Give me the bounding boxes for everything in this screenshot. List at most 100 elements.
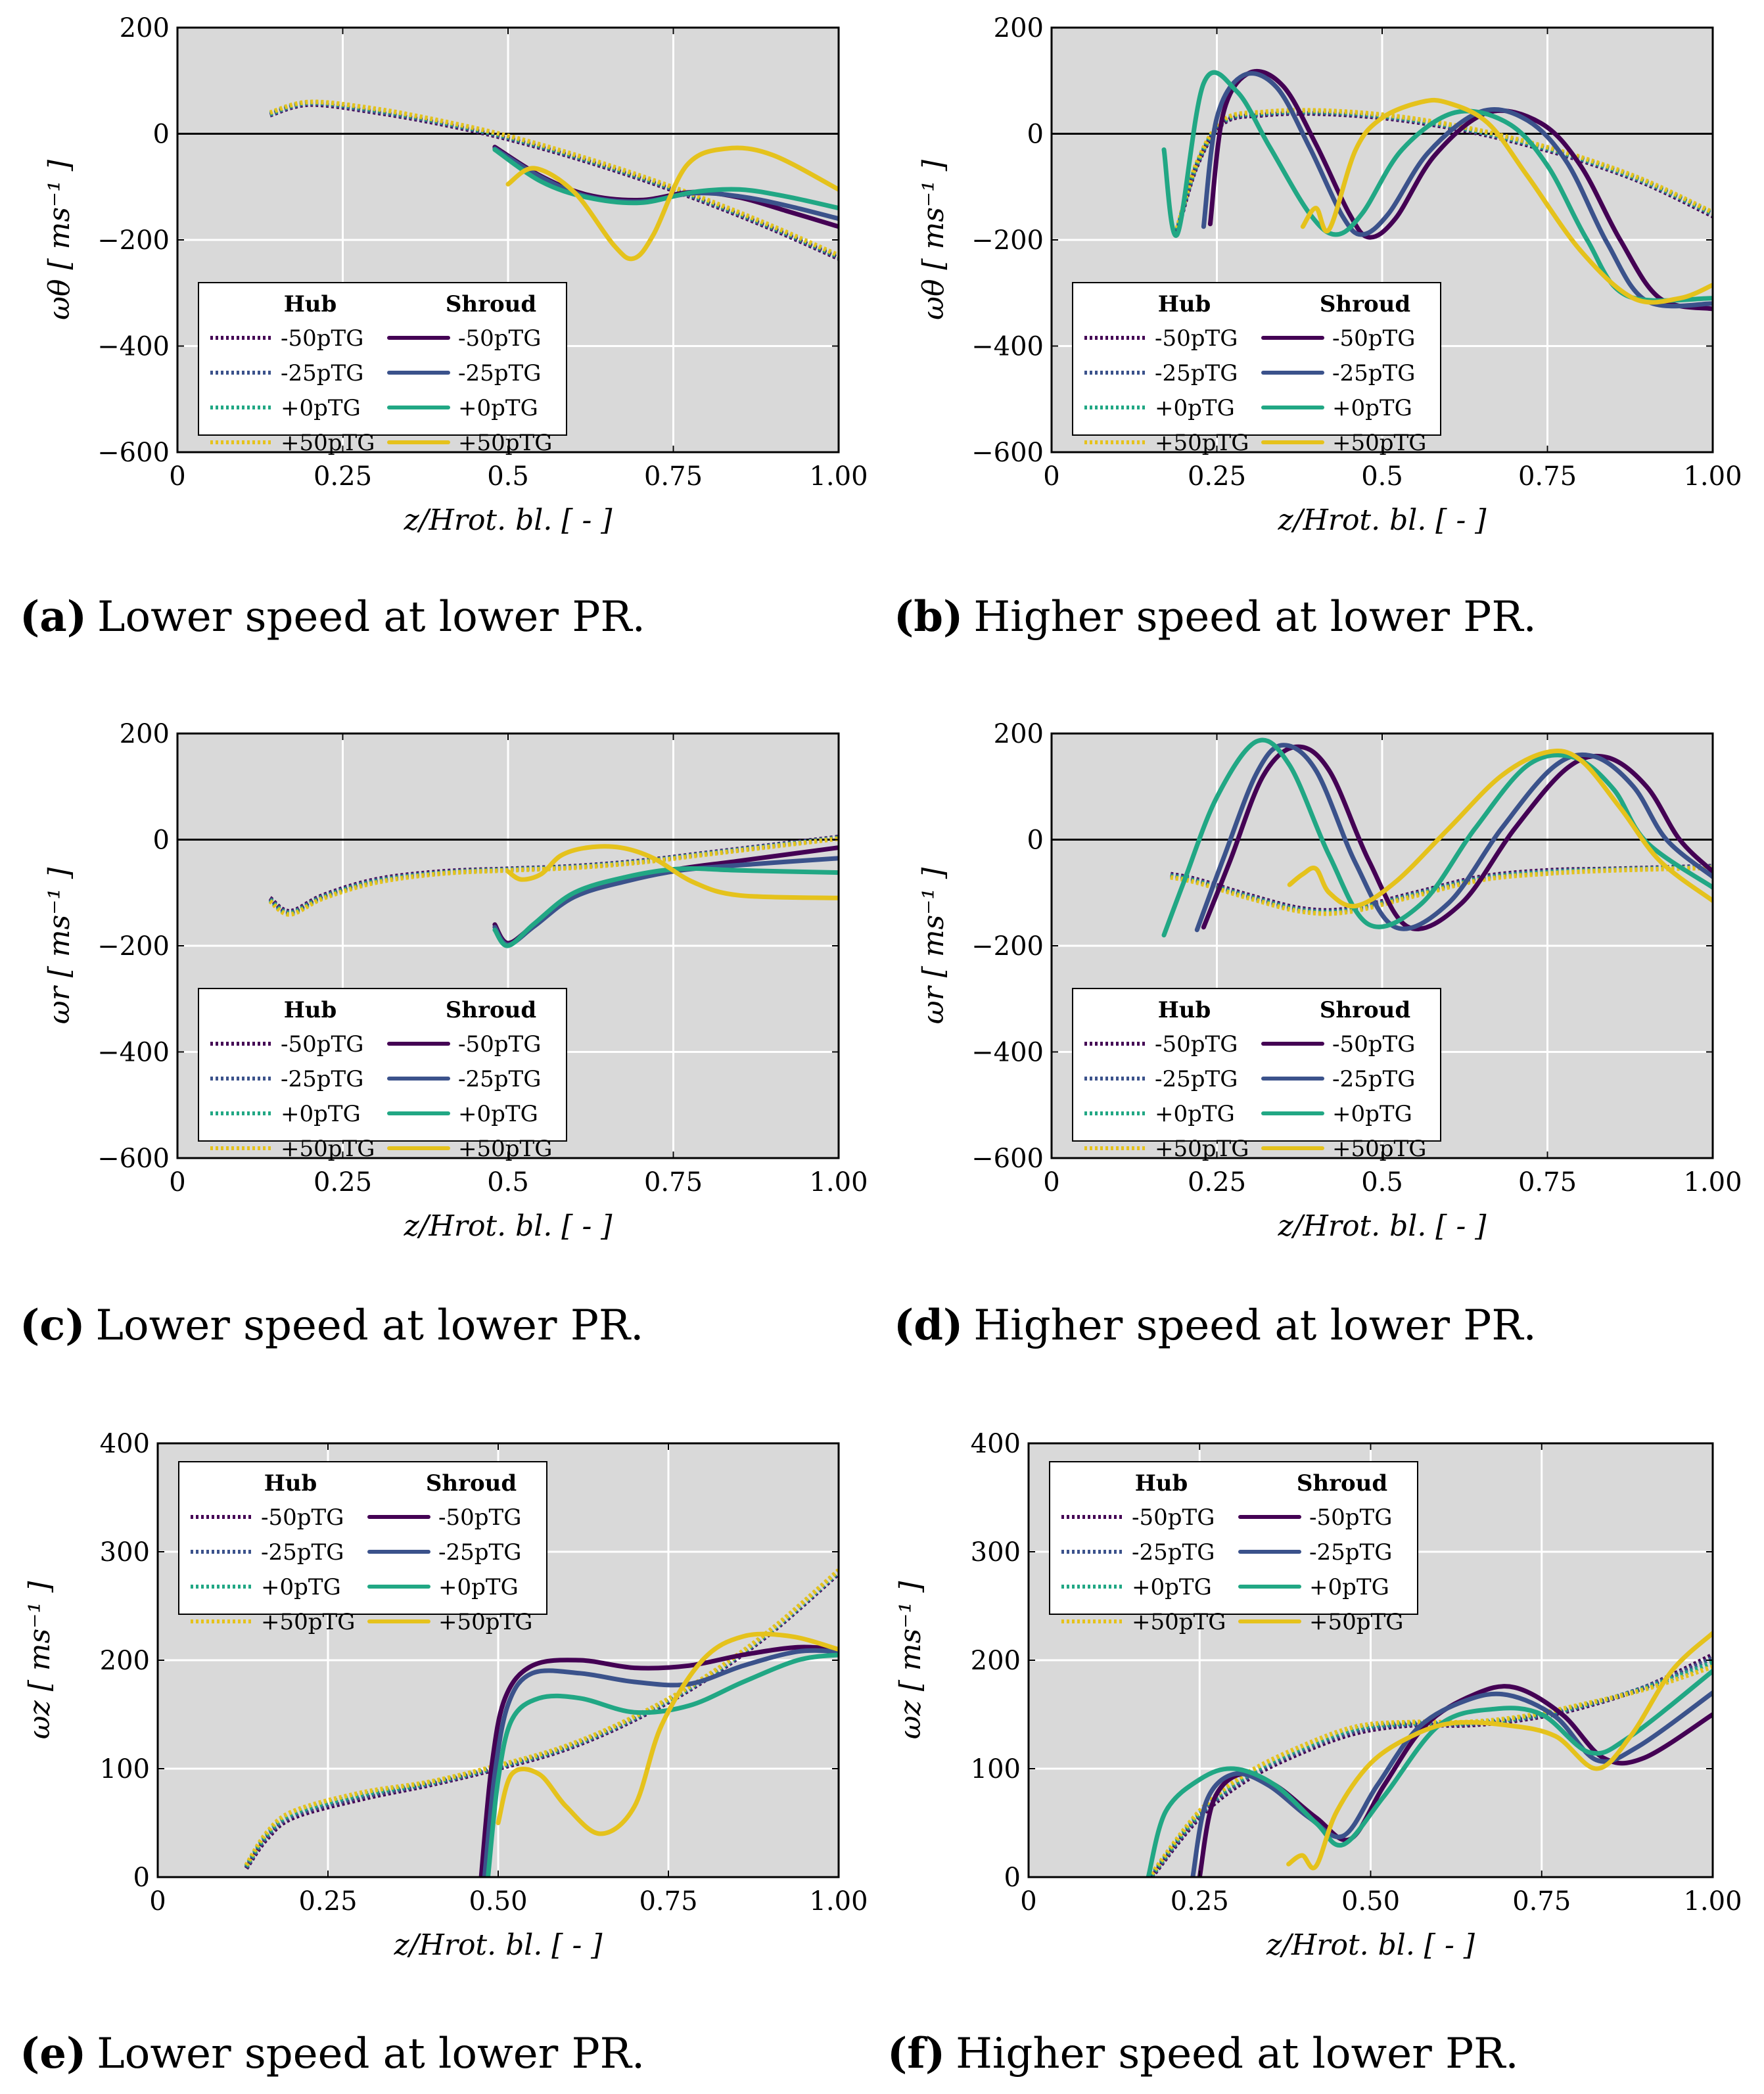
y-tick-label: 100 bbox=[100, 1754, 150, 1784]
y-tick-label: 0 bbox=[153, 120, 170, 150]
x-tick-label: 0 bbox=[169, 1167, 185, 1198]
x-tick-label: 0 bbox=[1043, 461, 1059, 492]
legend-entry-shroud: -25pTG bbox=[438, 1539, 521, 1566]
panel-caption: (f) Higher speed at lower PR. bbox=[887, 2029, 1519, 2078]
x-tick-label: 0.50 bbox=[469, 1886, 527, 1917]
y-tick-label: 0 bbox=[133, 1863, 150, 1893]
y-tick-label: 400 bbox=[971, 1429, 1021, 1459]
y-axis-label: ωθ [ ms⁻¹ ] bbox=[43, 159, 76, 320]
legend-entry-hub: -25pTG bbox=[281, 1066, 363, 1092]
legend-box bbox=[1072, 988, 1441, 1142]
x-tick-label: 0.5 bbox=[487, 461, 529, 492]
y-axis-label: ωr [ ms⁻¹ ] bbox=[43, 867, 76, 1024]
legend-entry-shroud: +0pTG bbox=[1309, 1574, 1389, 1600]
legend-entry-hub: -50pTG bbox=[281, 1031, 363, 1058]
x-tick-label: 1.00 bbox=[1683, 1886, 1742, 1917]
x-tick-label: 0.50 bbox=[1341, 1886, 1400, 1917]
legend-entry-shroud: +0pTG bbox=[458, 395, 538, 421]
series-line-shroud-25ptg bbox=[1201, 71, 1713, 309]
x-tick-label: 0.25 bbox=[313, 461, 372, 492]
legend-entry-hub: -50pTG bbox=[281, 325, 363, 352]
x-axis-label: z/Hrot. bl. [ - ] bbox=[394, 1928, 603, 1962]
x-tick-label: 1.00 bbox=[809, 461, 868, 492]
legend-entry-shroud: +50pTG bbox=[1332, 430, 1426, 456]
y-tick-label: 0 bbox=[1027, 120, 1044, 150]
y-tick-label: 200 bbox=[100, 1646, 150, 1676]
panel-caption-text: Higher speed at lower PR. bbox=[973, 1301, 1537, 1350]
legend-entry-shroud: -25pTG bbox=[458, 1066, 541, 1092]
legend: Hub Shroud -50pTG -50pTG -25pTG -25pTG +0pTG +0… bbox=[178, 1461, 547, 1635]
legend-entry-shroud: -25pTG bbox=[458, 360, 541, 386]
legend-entry-hub: +0pTG bbox=[281, 395, 361, 421]
x-tick-label: 0.75 bbox=[1512, 1886, 1571, 1917]
series-line-shroud-0ptg bbox=[492, 866, 839, 948]
legend-header-shroud: Shroud bbox=[446, 291, 536, 317]
series-group bbox=[268, 835, 839, 948]
y-tick-label: −200 bbox=[97, 931, 170, 962]
legend-entry-hub: +0pTG bbox=[261, 1574, 341, 1600]
legend: Hub Shroud -50pTG -50pTG -25pTG -25pTG +0pTG +0… bbox=[198, 282, 567, 456]
legend-header-shroud: Shroud bbox=[426, 1470, 517, 1497]
series-group bbox=[269, 99, 839, 262]
legend: Hub Shroud -50pTG -50pTG -25pTG -25pTG +0pTG +0… bbox=[198, 988, 567, 1162]
panel-caption-text: Lower speed at lower PR. bbox=[96, 1301, 644, 1350]
legend-header-hub: Hub bbox=[1158, 997, 1211, 1023]
chart-panel-d: 0 0.25 0.5 0.75 1.00 −600 −400 −200 0 200 z/Hrot. … bbox=[894, 719, 1742, 1350]
series-line-hub-50ptg bbox=[1174, 108, 1713, 229]
y-tick-label: −600 bbox=[971, 1144, 1044, 1174]
legend: Hub Shroud -50pTG -50pTG -25pTG -25pTG +0pTG +0… bbox=[1049, 1461, 1418, 1635]
series-line-shroud-25ptg bbox=[482, 1648, 839, 1877]
x-tick-label: 0.25 bbox=[298, 1886, 357, 1917]
series-line-shroud-0ptg bbox=[1161, 737, 1713, 938]
panel-caption-label: (b) bbox=[894, 592, 963, 641]
series-line-shroud-25ptg bbox=[1194, 743, 1713, 933]
legend-header-hub: Hub bbox=[284, 291, 337, 317]
panel-caption-label: (a) bbox=[20, 592, 87, 641]
series-line-shroud-50ptg bbox=[1300, 97, 1713, 305]
x-axis-label: z/Hrot. bl. [ - ] bbox=[1278, 503, 1487, 537]
series-group bbox=[1146, 1631, 1713, 1877]
legend-entry-shroud: +0pTG bbox=[438, 1574, 519, 1600]
series-line-shroud-0ptg bbox=[492, 147, 839, 211]
legend-entry-hub: +0pTG bbox=[1155, 395, 1235, 421]
x-tick-label: 0 bbox=[149, 1886, 166, 1917]
legend-entry-hub: -25pTG bbox=[1132, 1539, 1215, 1566]
x-tick-label: 0.75 bbox=[644, 461, 703, 492]
y-tick-label: 200 bbox=[971, 1646, 1021, 1676]
y-axis-label: ωz [ ms⁻¹ ] bbox=[894, 1581, 927, 1739]
series-line-shroud-50ptg bbox=[505, 145, 839, 262]
legend-entry-hub: +50pTG bbox=[281, 430, 375, 456]
x-tick-label: 0.75 bbox=[1518, 461, 1577, 492]
panel-caption-text: Higher speed at lower PR. bbox=[973, 593, 1537, 641]
legend-entry-shroud: +0pTG bbox=[1332, 1101, 1412, 1127]
panel-caption: (b) Higher speed at lower PR. bbox=[894, 592, 1537, 641]
chart-panel-f: 0 0.25 0.50 0.75 1.00 0 100 200 300 400 z/Hrot. bl… bbox=[887, 1429, 1742, 2078]
x-tick-label: 0.75 bbox=[1518, 1167, 1577, 1198]
series-line-shroud-50ptg bbox=[478, 1644, 839, 1877]
series-line-hub-50ptg bbox=[269, 99, 839, 258]
legend-header-shroud: Shroud bbox=[1297, 1470, 1387, 1497]
x-tick-label: 0.25 bbox=[313, 1167, 372, 1198]
legend-entry-shroud: -50pTG bbox=[1309, 1504, 1392, 1531]
y-tick-label: −400 bbox=[971, 1038, 1044, 1068]
chart-panel-e: 0 0.25 0.50 0.75 1.00 0 100 200 300 400 z/Hrot. bl… bbox=[20, 1429, 868, 2078]
y-tick-label: −400 bbox=[971, 332, 1044, 362]
y-axis-label: ωθ [ ms⁻¹ ] bbox=[917, 159, 950, 320]
x-axis-label: z/Hrot. bl. [ - ] bbox=[404, 1209, 613, 1243]
legend-header-shroud: Shroud bbox=[1320, 997, 1410, 1023]
y-tick-label: −600 bbox=[97, 438, 170, 468]
legend-box bbox=[198, 282, 567, 436]
legend-entry-hub: +50pTG bbox=[1155, 430, 1249, 456]
x-tick-label: 1.00 bbox=[1683, 1167, 1742, 1198]
legend-entry-shroud: +50pTG bbox=[1309, 1609, 1403, 1635]
legend-entry-shroud: +50pTG bbox=[1332, 1136, 1426, 1162]
legend-header-shroud: Shroud bbox=[1320, 291, 1410, 317]
y-tick-label: 200 bbox=[994, 13, 1044, 43]
legend-entry-hub: +0pTG bbox=[281, 1101, 361, 1127]
legend-entry-hub: +0pTG bbox=[1155, 1101, 1235, 1127]
series-line-shroud-50ptg bbox=[505, 844, 839, 900]
x-tick-label: 0.5 bbox=[487, 1167, 529, 1198]
legend-header-hub: Hub bbox=[1135, 1470, 1188, 1497]
legend-entry-shroud: +50pTG bbox=[458, 430, 552, 456]
